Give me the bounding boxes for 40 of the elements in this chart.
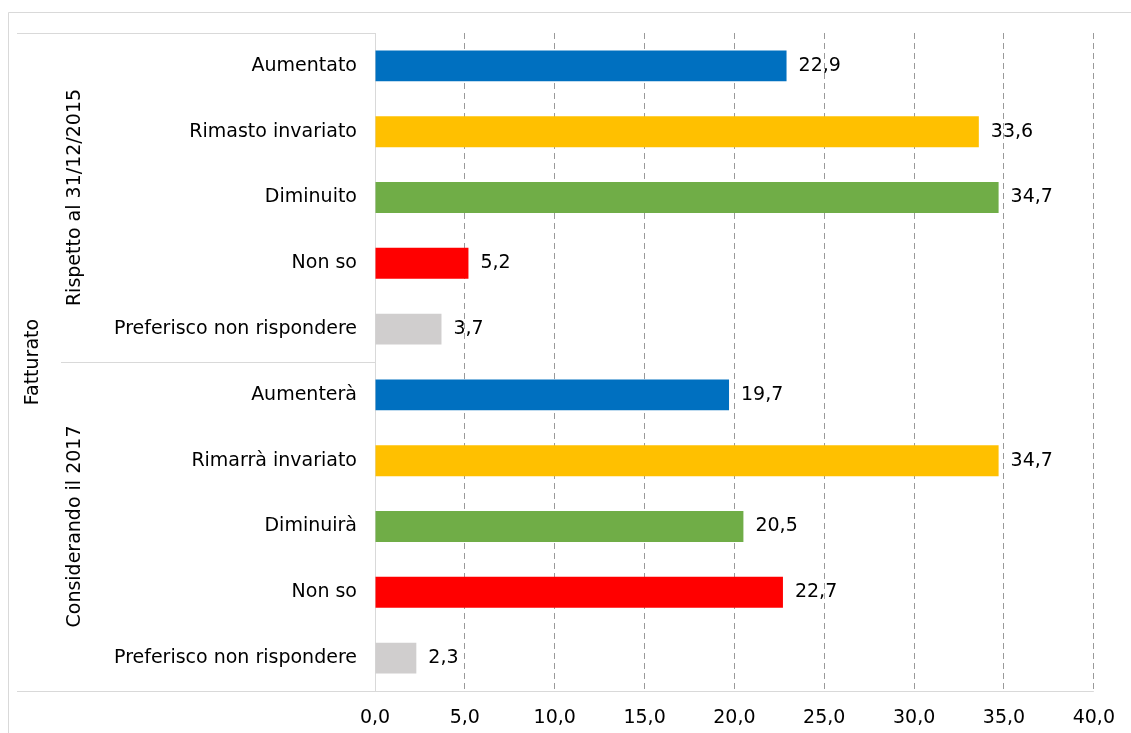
data-label: 22,9	[798, 52, 841, 75]
bar	[375, 116, 979, 148]
data-label: 19,7	[741, 381, 784, 404]
y-axis-title: Fatturato	[20, 318, 43, 406]
y-tick-label: Aumentato	[251, 52, 357, 75]
y-tick-label: Rimasto invariato	[189, 118, 357, 141]
x-tick-label: 5,0	[449, 705, 480, 728]
x-tick-label: 20,0	[713, 705, 756, 728]
y-tick-label: Non so	[291, 579, 357, 602]
y-tick-label: Diminuirà	[264, 513, 357, 536]
y-tick-label: Preferisco non rispondere	[114, 316, 357, 339]
bar	[375, 576, 783, 608]
data-label: 5,2	[480, 250, 511, 273]
y-tick-label: Preferisco non rispondere	[114, 645, 357, 668]
bar	[375, 247, 469, 279]
bar	[375, 182, 999, 213]
data-label: 3,7	[453, 316, 484, 339]
text: Considerando il 2017	[61, 425, 84, 628]
data-label: 22,7	[794, 579, 838, 602]
x-tick-label: 25,0	[803, 705, 846, 728]
x-tick-label: 40,0	[1072, 705, 1115, 728]
data-label: 2,3	[428, 645, 459, 668]
text: Rispetto al 31/12/2015	[61, 88, 84, 307]
data-label: 34,7	[1010, 447, 1053, 470]
bar	[375, 379, 730, 411]
data-label: 20,5	[755, 513, 798, 536]
x-tick-label: 35,0	[982, 705, 1026, 728]
data-label: 33,6	[990, 118, 1034, 141]
x-tick-label: 10,0	[533, 705, 576, 728]
y-tick-label: Diminuito	[264, 184, 357, 207]
x-tick-label: 0,0	[359, 705, 391, 728]
x-tick-label: 30,0	[892, 705, 936, 728]
y-tick-label: Aumenterà	[251, 381, 357, 404]
data-label: 34,7	[1010, 184, 1053, 207]
bar	[375, 511, 744, 542]
y-tick-label: Rimarrà invariato	[191, 447, 357, 470]
bar	[375, 445, 999, 477]
bar	[375, 50, 787, 82]
x-tick-label: 15,0	[623, 705, 666, 728]
y-tick-label: Non so	[291, 250, 357, 273]
